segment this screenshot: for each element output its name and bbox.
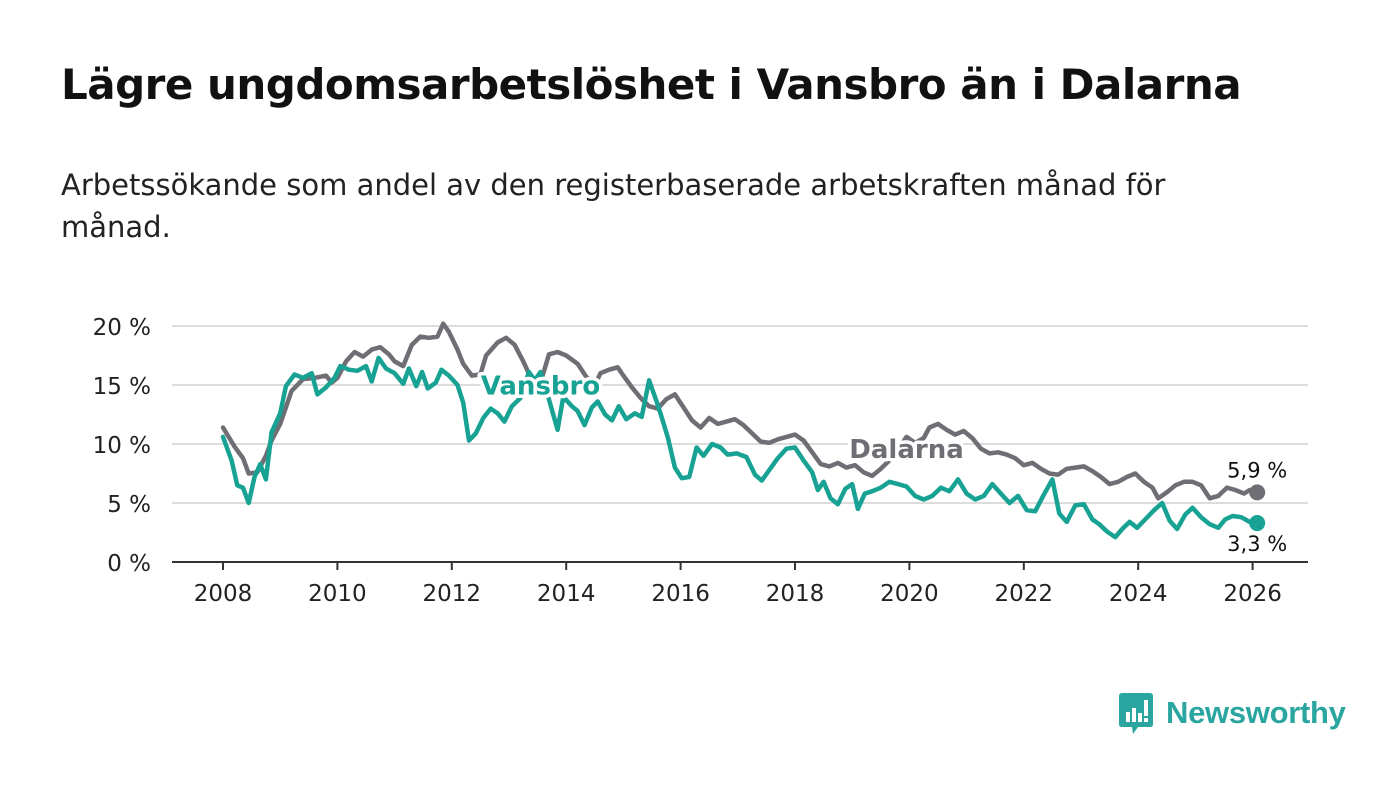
x-tick-label: 2012 (423, 581, 482, 607)
x-tick-label: 2014 (537, 581, 596, 607)
x-tick-label: 2026 (1223, 581, 1282, 607)
x-tick-label: 2022 (995, 581, 1054, 607)
x-axis-ticks: 2008 2010 2012 2014 2016 2018 2020 2022 2024 2026 (194, 562, 1282, 607)
x-tick-label: 2020 (880, 581, 939, 607)
series-line-dalarna (220, 321, 1260, 501)
end-point-vansbro (1249, 515, 1266, 532)
chart-title: Lägre ungdomsarbetslöshet i Vansbro än i… (61, 60, 1242, 109)
end-value-label-dalarna: 5,9 % (1227, 458, 1287, 482)
x-tick-label: 2008 (194, 581, 253, 607)
y-tick-label: 15 % (93, 374, 151, 400)
y-tick-label: 10 % (93, 433, 151, 459)
x-tick-label: 2024 (1109, 581, 1168, 607)
y-tick-label: 0 % (107, 551, 151, 577)
series-label-vansbro: Vansbro (481, 371, 601, 401)
brand-name: Newsworthy (1166, 695, 1346, 730)
grid-lines (172, 325, 1308, 563)
end-value-label-vansbro: 3,3 % (1227, 532, 1287, 556)
x-tick-label: 2018 (766, 581, 825, 607)
y-axis-ticks: 0 % 5 % 10 % 15 % 20 % (93, 315, 151, 577)
chart-subtitle: Arbetssökande som andel av den registerb… (61, 168, 1166, 244)
series-line-vansbro (220, 355, 1260, 540)
y-tick-label: 20 % (93, 315, 151, 341)
end-point-dalarna (1249, 484, 1266, 501)
series-lines (220, 321, 1266, 540)
newsworthy-logo[interactable]: Newsworthy (1118, 690, 1346, 736)
y-tick-label: 5 % (107, 492, 151, 518)
x-tick-label: 2010 (308, 581, 367, 607)
bar-chart-speech-icon (1119, 693, 1153, 734)
series-labels: Dalarna Vansbro 5,9 % 3,3 % (477, 368, 1289, 559)
x-tick-label: 2016 (651, 581, 710, 607)
series-label-dalarna: Dalarna (849, 435, 963, 465)
